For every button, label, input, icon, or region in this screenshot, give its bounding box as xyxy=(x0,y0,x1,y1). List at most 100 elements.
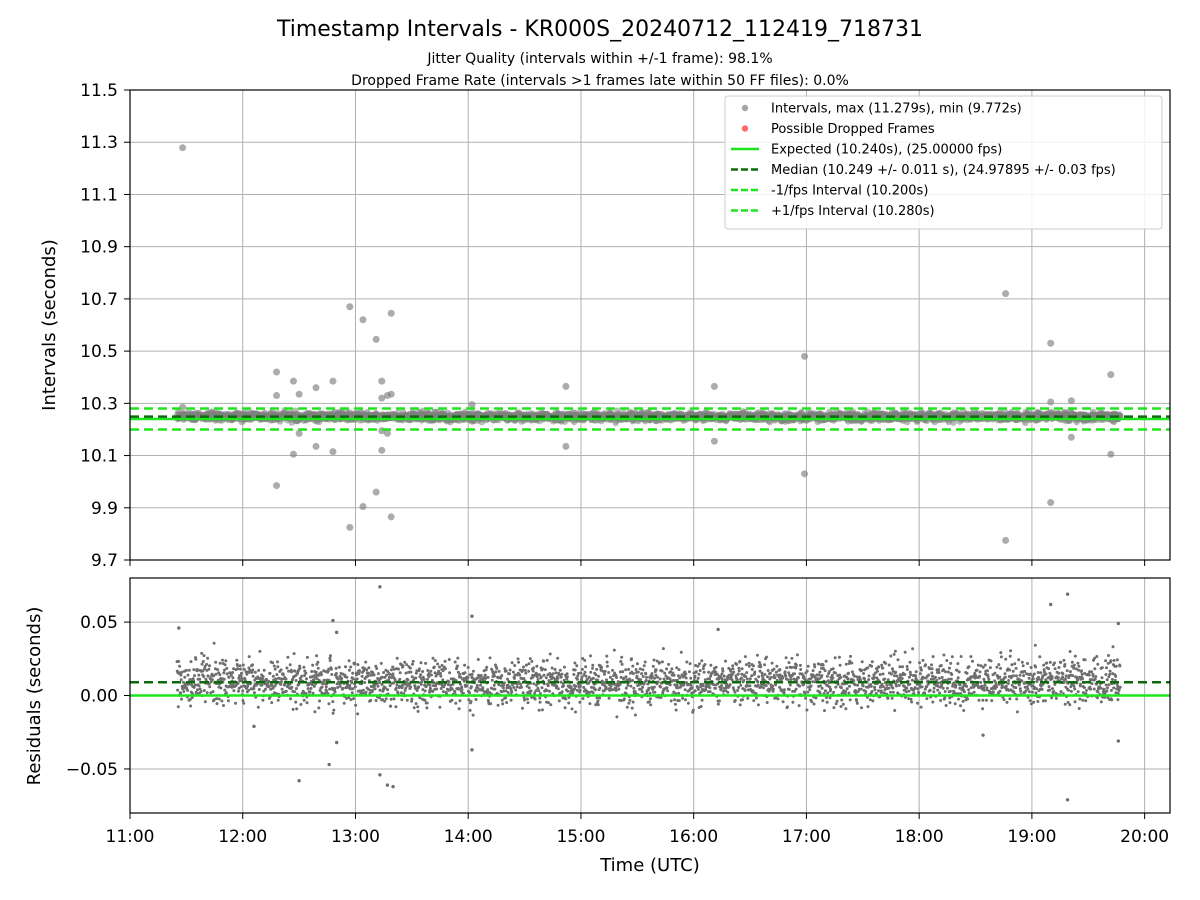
residual-point xyxy=(206,656,210,660)
residual-point xyxy=(803,691,807,695)
intervals-y-axis-label: Intervals (seconds) xyxy=(39,239,60,411)
interval-outlier-point xyxy=(387,513,395,521)
interval-outlier-point xyxy=(1107,371,1115,379)
residual-point xyxy=(650,674,654,678)
residual-point xyxy=(781,676,785,680)
y-tick-label: 11.5 xyxy=(80,81,118,101)
residual-point xyxy=(808,688,812,692)
residual-point xyxy=(647,686,651,690)
residual-point xyxy=(664,674,668,678)
residual-point xyxy=(281,673,285,677)
residual-point xyxy=(604,685,608,689)
residual-point xyxy=(655,659,659,663)
residual-point xyxy=(631,700,635,704)
residual-point xyxy=(533,697,537,701)
residual-point xyxy=(539,675,543,679)
y-tick-label: 10.7 xyxy=(80,290,118,310)
residual-point xyxy=(551,672,555,676)
chart-subtitle-dropped: Dropped Frame Rate (intervals >1 frames … xyxy=(351,73,849,89)
residual-point xyxy=(798,663,802,667)
residual-point xyxy=(345,696,348,700)
residual-point xyxy=(238,664,242,668)
residual-point xyxy=(200,651,204,655)
residual-point xyxy=(672,673,676,677)
residual-point xyxy=(797,704,801,708)
residual-point xyxy=(441,669,445,673)
residual-point xyxy=(693,689,697,693)
residual-point xyxy=(609,684,613,688)
residual-point xyxy=(337,665,341,669)
residual-point xyxy=(327,667,331,671)
residual-point xyxy=(759,665,763,669)
residual-point xyxy=(267,679,271,683)
residual-point xyxy=(577,671,580,675)
residual-point xyxy=(208,685,212,689)
residual-point xyxy=(356,712,360,716)
residual-point xyxy=(560,690,564,694)
residual-point xyxy=(790,666,794,669)
residual-point xyxy=(728,683,732,687)
residual-point xyxy=(241,699,245,703)
residual-point xyxy=(425,684,428,688)
residual-point xyxy=(500,698,504,702)
residual-point xyxy=(653,676,657,680)
residual-point xyxy=(196,668,200,672)
residual-point xyxy=(250,670,254,674)
residual-point xyxy=(548,689,551,693)
residual-point xyxy=(575,664,579,668)
residual-point xyxy=(403,660,407,664)
residual-point xyxy=(187,668,191,672)
residual-point xyxy=(619,675,623,679)
residual-point xyxy=(681,696,685,700)
residual-point xyxy=(675,666,679,670)
residual-point xyxy=(411,659,415,663)
residual-point xyxy=(496,703,500,707)
residual-point xyxy=(459,675,463,679)
residual-point xyxy=(360,674,364,678)
y-tick-label: 10.9 xyxy=(80,238,118,258)
residual-point xyxy=(469,700,473,703)
residual-point xyxy=(380,675,384,679)
residual-point xyxy=(236,681,240,685)
residual-point xyxy=(435,687,439,691)
residual-point xyxy=(652,658,656,662)
residual-point xyxy=(627,701,631,705)
residual-point xyxy=(348,687,352,691)
residual-point xyxy=(547,681,551,685)
residual-point xyxy=(225,666,229,670)
residual-point xyxy=(414,676,418,680)
residual-point xyxy=(404,686,408,690)
residual-point xyxy=(371,671,375,675)
residual-point xyxy=(418,675,422,679)
interval-outlier-point xyxy=(289,450,297,458)
residual-point xyxy=(738,660,742,663)
residual-point xyxy=(439,674,443,678)
residual-point xyxy=(214,660,218,664)
residual-point xyxy=(416,705,420,709)
residual-point xyxy=(417,685,421,689)
residual-point xyxy=(303,674,306,677)
residual-point xyxy=(573,687,577,691)
residual-point xyxy=(627,667,631,671)
residual-point xyxy=(727,673,731,677)
interval-outlier-point xyxy=(1047,339,1055,347)
residual-point xyxy=(333,690,337,694)
residual-point xyxy=(729,669,733,673)
residual-point xyxy=(790,656,794,660)
residual-point xyxy=(423,689,427,693)
residual-point xyxy=(751,689,755,693)
interval-outlier-point xyxy=(387,390,395,398)
residual-point xyxy=(670,667,674,671)
residual-point xyxy=(466,676,470,680)
residual-point xyxy=(438,665,441,669)
residual-point xyxy=(286,655,290,659)
residual-point xyxy=(409,685,413,689)
residual-point xyxy=(535,675,539,679)
residual-point xyxy=(747,661,751,665)
residual-point xyxy=(743,655,747,659)
residual-point xyxy=(353,685,357,689)
residual-point xyxy=(405,663,409,667)
residual-point xyxy=(288,663,292,667)
residual-point xyxy=(721,669,725,673)
residual-point xyxy=(775,664,779,668)
